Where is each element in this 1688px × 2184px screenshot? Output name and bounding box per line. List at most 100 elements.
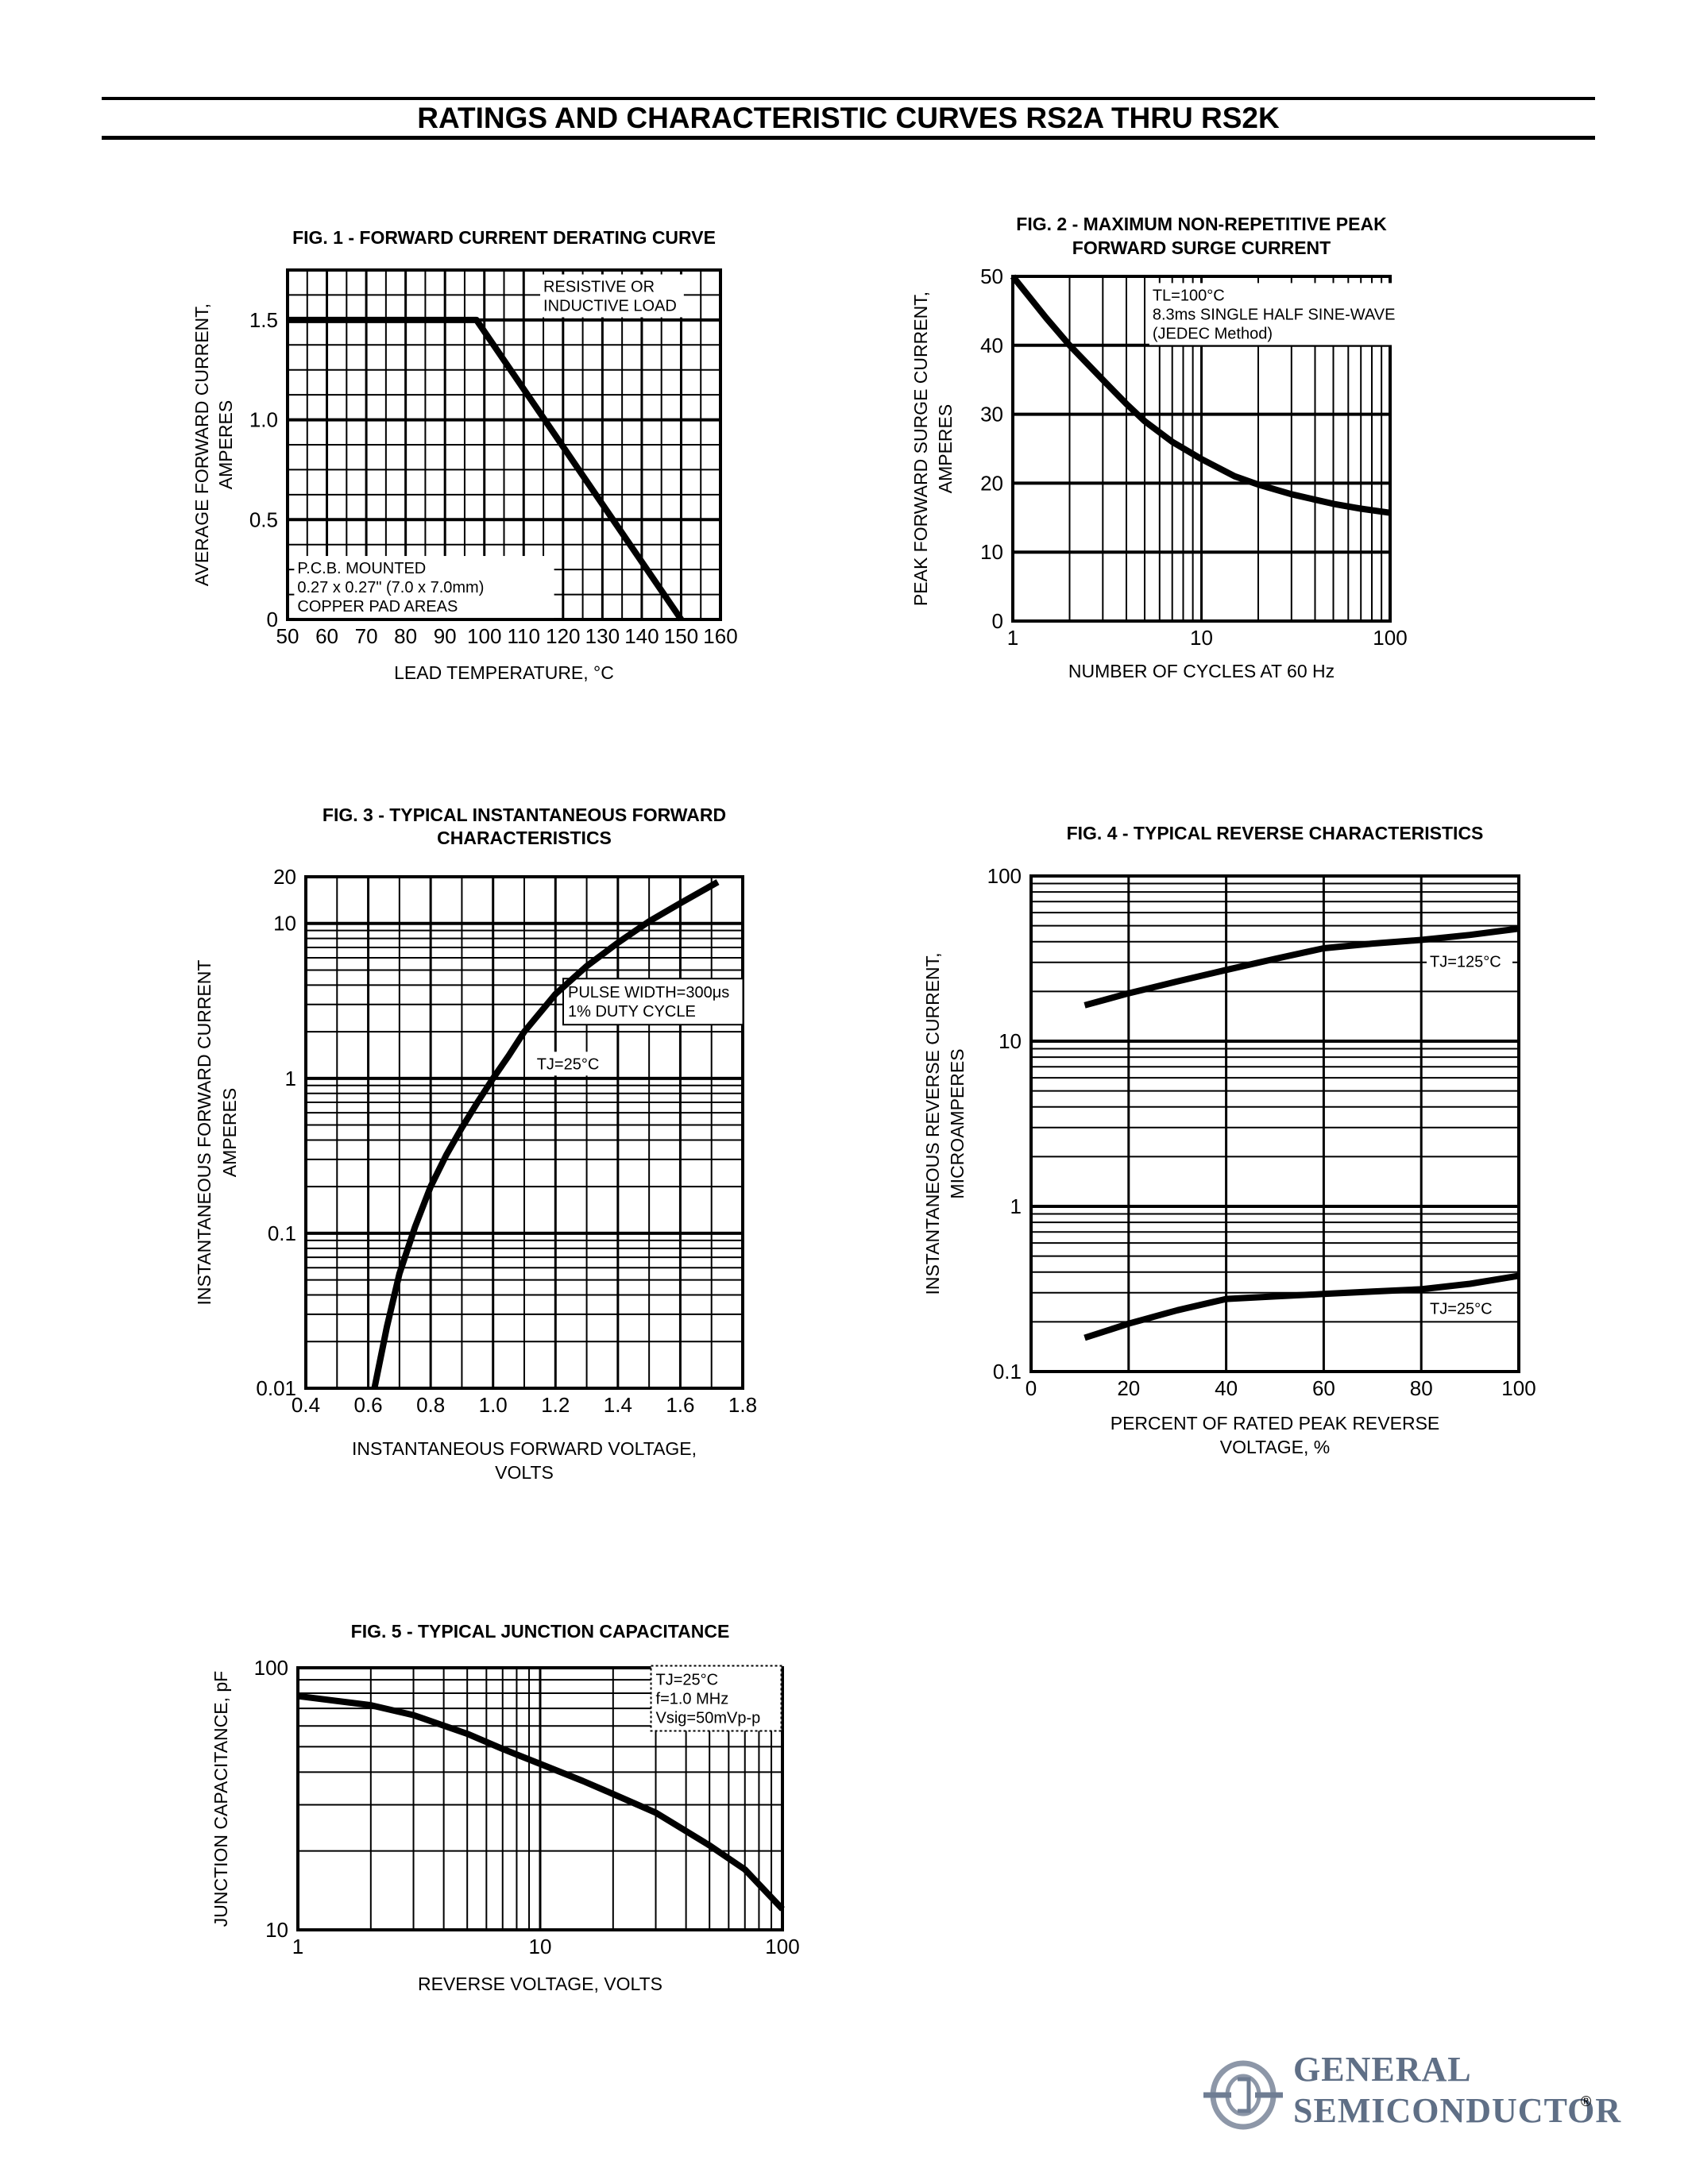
- fig2-y-tick-label: 30: [980, 403, 1003, 426]
- fig1-plot-frame: [286, 268, 722, 621]
- logo-text-general: GENERAL: [1293, 2050, 1472, 2089]
- fig4-x-tick-label: 60: [1312, 1376, 1335, 1400]
- fig3-y-axis-label: AMPERES: [219, 1088, 240, 1177]
- fig4-title: FIG. 4 - TYPICAL REVERSE CHARACTERISTICS: [1067, 823, 1484, 843]
- fig3-series-line: [371, 879, 720, 1389]
- fig3-x-tick-label: 1.2: [541, 1393, 570, 1417]
- fig5-x-axis-label: REVERSE VOLTAGE, VOLTS: [418, 1974, 662, 1994]
- fig2-y-tick-label: 40: [980, 334, 1003, 357]
- fig2-annotation-text: TL=100°C: [1153, 287, 1225, 304]
- fig3-x-tick-label: 1.0: [479, 1393, 508, 1417]
- fig3-group: 0.4 0.6 0.8 1.0 1.2 1.4 1.6 1.8 0.01 0.1 1 10 20 FIG.…: [194, 805, 757, 1483]
- fig3-title: CHARACTERISTICS: [437, 828, 612, 848]
- fig1-y-tick-label: 1.5: [249, 308, 278, 332]
- fig2-title: FIG. 2 - MAXIMUM NON-REPETITIVE PEAK: [1016, 214, 1387, 234]
- fig2-x-tick-label: 10: [1190, 626, 1213, 650]
- fig2-annotation-text: (JEDEC Method): [1153, 325, 1273, 342]
- fig1-x-tick-label: 80: [394, 624, 417, 648]
- fig3-x-tick-label: 0.4: [292, 1393, 320, 1417]
- fig1-x-tick-label: 60: [315, 624, 338, 648]
- fig4-y-tick-label: 0.1: [993, 1360, 1022, 1383]
- fig1-x-tick-label: 90: [434, 624, 457, 648]
- fig4-y-tick-label: 100: [987, 864, 1022, 888]
- fig2-y-tick-label: 10: [980, 540, 1003, 564]
- fig1-x-tick-label: 70: [355, 624, 378, 648]
- fig4-series-line: [1083, 925, 1520, 1009]
- fig4-x-tick-label: 20: [1117, 1376, 1140, 1400]
- fig3-x-tick-label: 1.6: [666, 1393, 694, 1417]
- header-rule-bottom: [102, 136, 1595, 140]
- fig5-x-tick-label: 1: [292, 1935, 303, 1958]
- fig1-group: 50 60 70 80 90 100 110 120 130 140 150 160 0 0.5 1.0 1.…: [191, 227, 738, 683]
- fig4-series-label: TJ=25°C: [1430, 1300, 1493, 1318]
- fig2-series-line: [1010, 274, 1391, 516]
- fig2-x-tick-label: 1: [1007, 626, 1018, 650]
- fig3-annotation-box: [562, 978, 744, 1026]
- fig5-title: FIG. 5 - TYPICAL JUNCTION CAPACITANCE: [351, 1621, 730, 1642]
- fig2-group: 1 10 100 0 10 20 30 40 50 FIG. 2 - MAXIMUM NON-RE…: [910, 214, 1420, 681]
- fig3-annotation-text: PULSE WIDTH=300μs: [568, 984, 729, 1001]
- fig3-x-tick-label: 0.6: [353, 1393, 382, 1417]
- fig5-y-tick-label: 10: [265, 1918, 288, 1942]
- fig4-x-axis-label: PERCENT OF RATED PEAK REVERSE: [1111, 1413, 1440, 1433]
- fig4-y-tick-label: 10: [999, 1029, 1022, 1053]
- fig5-annotation-text: TJ=25°C: [656, 1671, 719, 1688]
- fig1-y-tick-label: 0: [267, 608, 278, 631]
- fig4-y-tick-label: 1: [1010, 1194, 1022, 1218]
- fig1-annotation-text: COPPER PAD AREAS: [297, 598, 458, 615]
- fig2-annotation-bg: [1149, 283, 1420, 345]
- registered-mark: ®: [1581, 2093, 1592, 2109]
- fig5-annotation-text: f=1.0 MHz: [656, 1690, 729, 1707]
- header-rule-top: [102, 97, 1595, 100]
- fig1-y-tick-label: 0.5: [249, 507, 278, 531]
- fig2-plot-frame: [1011, 275, 1392, 623]
- fig1-x-tick-label: 50: [276, 624, 299, 648]
- fig1-title: FIG. 1 - FORWARD CURRENT DERATING CURVE: [292, 227, 716, 248]
- fig5-x-tick-label: 10: [529, 1935, 552, 1958]
- fig1-series-line: [288, 316, 684, 622]
- fig3-annotation-bg: [533, 1051, 610, 1076]
- fig1-x-tick-label: 110: [508, 624, 540, 648]
- fig3-x-tick-label: 0.8: [416, 1393, 445, 1417]
- fig3-y-tick-label: 20: [273, 865, 296, 889]
- fig3-y-axis-label: INSTANTANEOUS FORWARD CURRENT: [194, 960, 214, 1306]
- fig4-x-tick-label: 100: [1501, 1376, 1535, 1400]
- fig5-y-axis-label: JUNCTION CAPACITANCE, pF: [211, 1671, 231, 1927]
- fig2-y-tick-label: 20: [980, 471, 1003, 495]
- fig5-plot-frame: [296, 1666, 784, 1931]
- fig3-annotation-text: 1% DUTY CYCLE: [568, 1003, 696, 1021]
- logo-text-semiconductor: SEMICONDUCTOR: [1293, 2091, 1622, 2130]
- fig4-series-label: TJ=125°C: [1430, 953, 1501, 970]
- fig5-x-tick-label: 100: [765, 1935, 799, 1958]
- fig5-y-tick-label: 100: [254, 1656, 288, 1680]
- fig1-annotation-bg: [294, 556, 554, 619]
- fig5-annotation-text: Vsig=50mVp-p: [656, 1709, 761, 1727]
- fig5-series-line: [297, 1692, 785, 1912]
- fig1-x-axis-label: LEAD TEMPERATURE, °C: [394, 662, 614, 683]
- page-title: RATINGS AND CHARACTERISTIC CURVES RS2A T…: [417, 102, 1280, 134]
- fig4-y-axis-label: MICROAMPERES: [947, 1048, 968, 1198]
- fig3-x-axis-label: INSTANTANEOUS FORWARD VOLTAGE,: [352, 1438, 697, 1459]
- fig2-title: FORWARD SURGE CURRENT: [1072, 237, 1331, 258]
- fig4-y-axis-label: INSTANTANEOUS REVERSE CURRENT,: [922, 952, 943, 1295]
- fig1-annotation-bg: [540, 274, 684, 318]
- fig4-x-tick-label: 0: [1026, 1376, 1037, 1400]
- fig1-annotation-text: RESISTIVE OR: [543, 279, 655, 296]
- fig3-y-tick-label: 1: [285, 1067, 296, 1090]
- fig2-x-tick-label: 100: [1373, 626, 1407, 650]
- fig4-series-line: [1083, 1272, 1520, 1341]
- fig2-y-axis-label: AMPERES: [935, 404, 956, 493]
- fig2-x-axis-label: NUMBER OF CYCLES AT 60 Hz: [1068, 661, 1335, 681]
- fig2-y-axis-label: PEAK FORWARD SURGE CURRENT,: [910, 291, 931, 606]
- fig1-x-tick-label: 120: [546, 624, 580, 648]
- fig3-x-tick-label: 1.8: [728, 1393, 757, 1417]
- fig4-series-label-bg: [1427, 1296, 1512, 1319]
- fig3-x-axis-label: VOLTS: [495, 1462, 554, 1483]
- fig1-y-axis-label: AMPERES: [215, 400, 236, 489]
- fig4-x-axis-label: VOLTAGE, %: [1220, 1437, 1330, 1457]
- fig3-y-tick-label: 10: [273, 912, 296, 936]
